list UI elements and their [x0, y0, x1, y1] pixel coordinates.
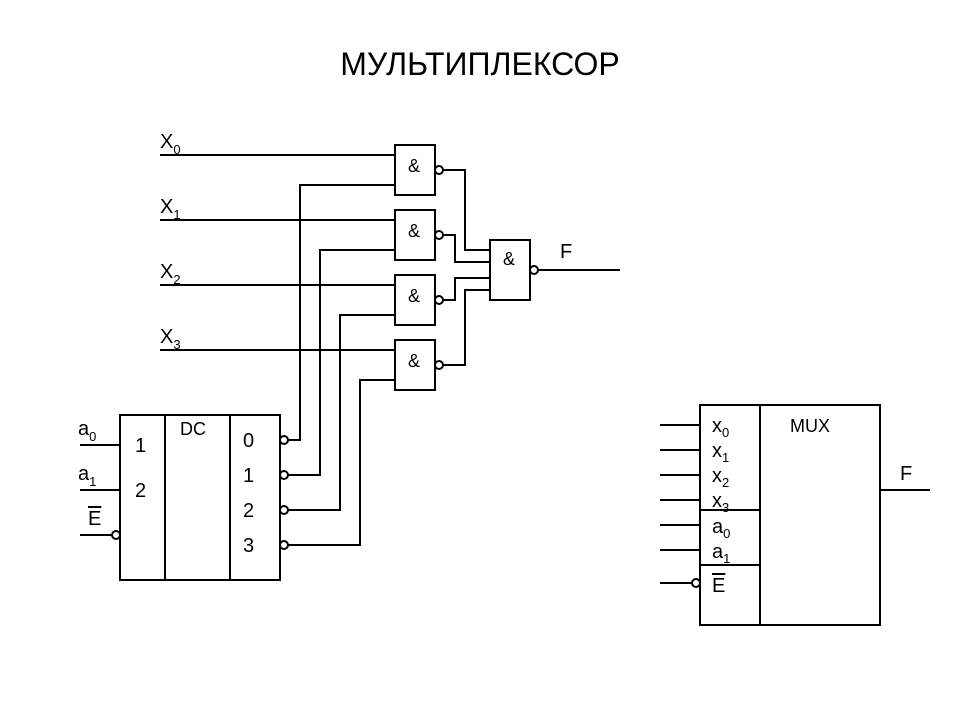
mux-f: F [900, 463, 912, 485]
mux-a0: a0 [712, 516, 730, 541]
decoder-label: DC [180, 419, 206, 439]
bubble-dc3 [280, 541, 288, 549]
mux-a1: a1 [712, 541, 730, 566]
wire-dc1 [288, 250, 395, 475]
mux-x3: x3 [712, 490, 729, 515]
gate-amp-1: & [408, 221, 420, 241]
dc-o2: 2 [243, 500, 254, 522]
dc-in2: 2 [135, 480, 146, 502]
mux-x1: x1 [712, 440, 729, 465]
label-e: E [88, 508, 101, 530]
mux-x2: x2 [712, 465, 729, 490]
mux-label: MUX [790, 416, 830, 436]
label-x3: X3 [160, 326, 181, 352]
label-a1: a1 [78, 463, 96, 489]
wire-and3-out [443, 290, 490, 365]
gate-amp-2: & [408, 286, 420, 306]
dc-o1: 1 [243, 465, 254, 487]
label-x1: X1 [160, 196, 181, 222]
mux-e: E [712, 575, 725, 597]
label-x0: X0 [160, 131, 181, 157]
wire-dc2 [288, 315, 395, 510]
bubble-and0 [435, 166, 443, 174]
bubble-out [530, 266, 538, 274]
gate-amp-0: & [408, 156, 420, 176]
wire-and0-out [443, 170, 490, 250]
dc-o3: 3 [243, 535, 254, 557]
bubble-e [112, 531, 120, 539]
bubble-dc1 [280, 471, 288, 479]
label-f: F [560, 241, 572, 263]
page-title: МУЛЬТИПЛЕКСОР [340, 46, 620, 82]
gate-amp-out: & [503, 249, 515, 269]
dc-in1: 1 [135, 435, 146, 457]
bubble-mux-e [692, 579, 700, 587]
bubble-dc2 [280, 506, 288, 514]
wire-and1-out [443, 235, 490, 262]
label-a0: a0 [78, 418, 96, 444]
mux-x0: x0 [712, 415, 729, 440]
bubble-and3 [435, 361, 443, 369]
gate-amp-3: & [408, 351, 420, 371]
bubble-and2 [435, 296, 443, 304]
multiplexer-diagram: МУЛЬТИПЛЕКСОР [0, 0, 960, 720]
bubble-dc0 [280, 436, 288, 444]
label-x2: X2 [160, 261, 181, 287]
dc-o0: 0 [243, 430, 254, 452]
bubble-and1 [435, 231, 443, 239]
wire-dc3 [288, 380, 395, 545]
wire-dc0 [288, 185, 395, 440]
